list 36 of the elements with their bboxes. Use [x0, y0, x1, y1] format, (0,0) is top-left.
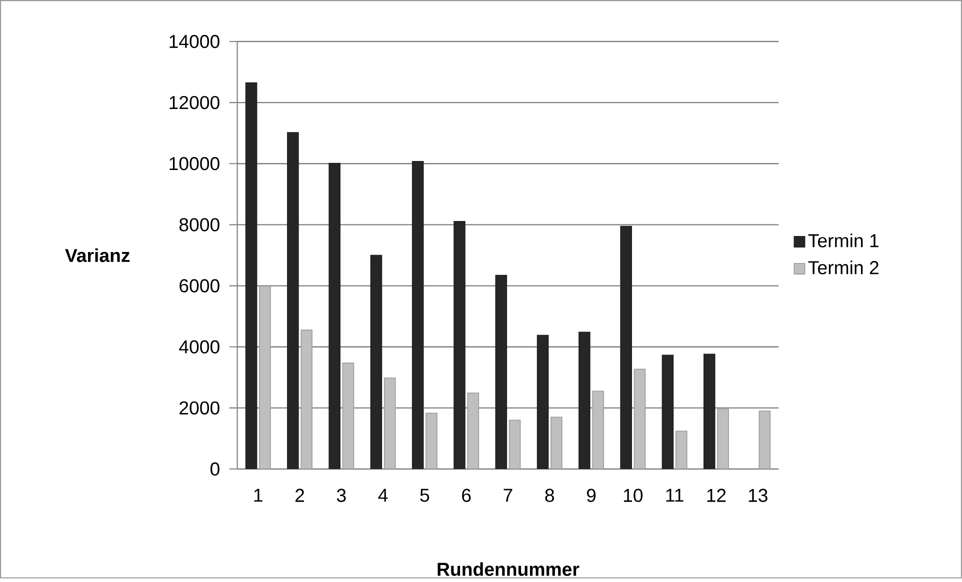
- bar: [384, 378, 396, 469]
- bar: [634, 368, 646, 469]
- y-axis-title: Varianz: [65, 248, 130, 262]
- x-tick-label: 7: [504, 488, 512, 502]
- bar: [342, 362, 354, 469]
- x-tick-label: 3: [336, 488, 346, 502]
- x-tick-label: 12: [707, 488, 726, 502]
- legend-label: Termin 1: [808, 234, 878, 248]
- bar: [717, 408, 729, 469]
- x-tick-label: 2: [296, 488, 304, 502]
- x-tick-label: 13: [748, 488, 768, 502]
- y-tick-label: 6000: [180, 279, 220, 292]
- y-tick-label: 0: [210, 462, 220, 476]
- x-tick-label: 6: [462, 488, 471, 502]
- y-tick-label: 4000: [179, 340, 220, 354]
- bar: [467, 392, 480, 469]
- x-tick-label: 8: [545, 488, 554, 502]
- legend-label: Termin 2: [808, 260, 878, 274]
- bar: [426, 412, 438, 469]
- y-tick-label: 8000: [179, 218, 220, 232]
- x-axis-title: Rundennummer: [438, 562, 580, 576]
- x-tick-label: 4: [378, 488, 388, 502]
- y-tick-label: 12000: [170, 96, 220, 110]
- x-tick-label: 11: [666, 488, 684, 502]
- y-tick-label: 14000: [170, 34, 220, 48]
- bar: [300, 330, 312, 469]
- y-tick-label: 2000: [180, 401, 220, 414]
- x-tick-label: 5: [420, 488, 430, 502]
- x-tick-label: 1: [254, 488, 262, 502]
- y-tick-label: 10000: [170, 156, 220, 170]
- x-tick-label: 10: [624, 488, 643, 502]
- bar: [259, 286, 271, 469]
- bar: [508, 420, 521, 469]
- bar: [758, 410, 771, 469]
- x-tick-label: 9: [586, 488, 596, 502]
- bar: [592, 390, 604, 469]
